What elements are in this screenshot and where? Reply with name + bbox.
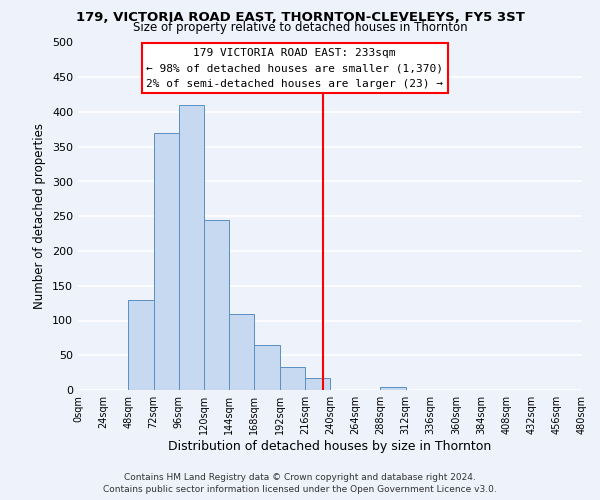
Text: Contains HM Land Registry data © Crown copyright and database right 2024.
Contai: Contains HM Land Registry data © Crown c… xyxy=(103,472,497,494)
Bar xyxy=(128,300,154,390)
Text: 179 VICTORIA ROAD EAST: 233sqm
← 98% of detached houses are smaller (1,370)
2% o: 179 VICTORIA ROAD EAST: 233sqm ← 98% of … xyxy=(146,48,443,89)
Y-axis label: Number of detached properties: Number of detached properties xyxy=(34,123,46,309)
Bar xyxy=(380,386,406,390)
Bar xyxy=(254,345,280,390)
X-axis label: Distribution of detached houses by size in Thornton: Distribution of detached houses by size … xyxy=(169,440,491,452)
Bar xyxy=(229,314,254,390)
Bar xyxy=(179,105,204,390)
Text: Size of property relative to detached houses in Thornton: Size of property relative to detached ho… xyxy=(133,21,467,34)
Bar xyxy=(280,367,305,390)
Text: 179, VICTORIA ROAD EAST, THORNTON-CLEVELEYS, FY5 3ST: 179, VICTORIA ROAD EAST, THORNTON-CLEVEL… xyxy=(76,11,524,24)
Bar xyxy=(204,220,229,390)
Bar xyxy=(154,133,179,390)
Bar xyxy=(305,378,330,390)
